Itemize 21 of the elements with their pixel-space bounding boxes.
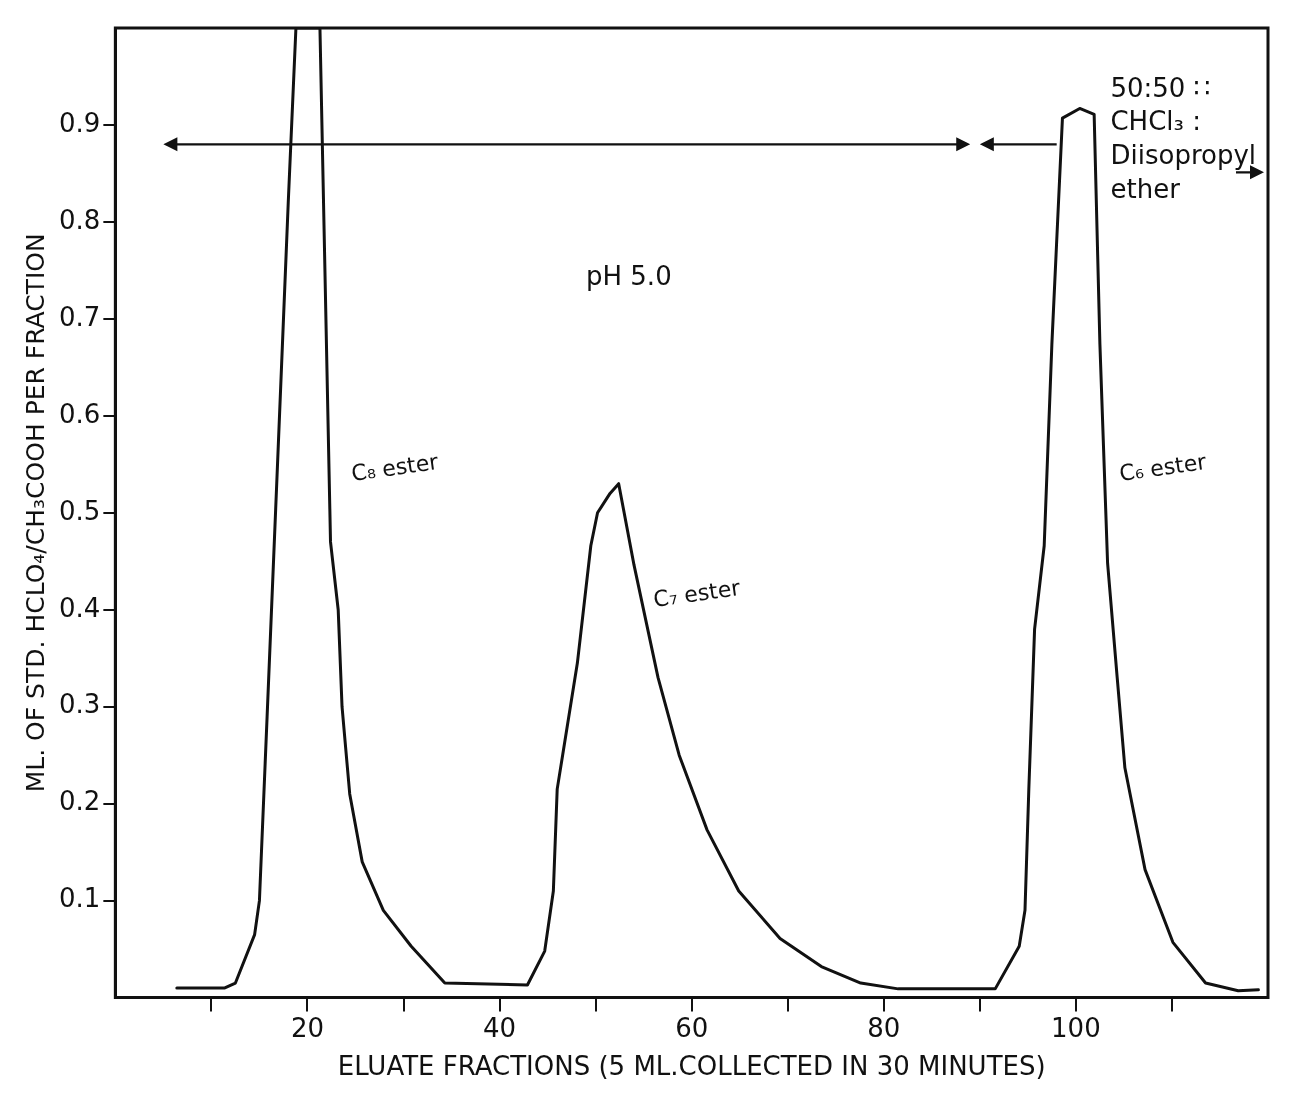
- annotation: C₇ ester: [651, 574, 742, 612]
- y-tick-label: 0.1: [58, 883, 101, 914]
- y-tick-label: 0.9: [58, 107, 101, 138]
- x-tick-label: 60: [675, 1012, 709, 1043]
- y-tick-label: 0.3: [58, 689, 101, 720]
- annotation: C₆ ester: [1117, 448, 1208, 486]
- annotation: C₈ ester: [349, 448, 440, 486]
- y-tick-label: 0.7: [58, 301, 101, 332]
- x-tick-label: 40: [483, 1012, 517, 1043]
- y-tick-label: 0.6: [58, 398, 101, 429]
- annotation: pH 5.0: [586, 260, 672, 291]
- annotation: 50:50 ∷ CHCl₃ : Diisopropyl ether: [1110, 71, 1257, 206]
- y-tick-label: 0.2: [58, 786, 101, 817]
- y-tick-label: 0.5: [58, 495, 101, 526]
- y-axis-title: ML. OF STD. HCLO₄/CH₃COOH PER FRACTION: [20, 233, 50, 793]
- x-tick-label: 20: [290, 1012, 324, 1043]
- y-tick-label: 0.4: [58, 592, 101, 623]
- x-tick-label: 100: [1051, 1012, 1101, 1043]
- y-tick-label: 0.8: [58, 204, 101, 235]
- x-tick-label: 80: [867, 1012, 901, 1043]
- x-axis-title: ELUATE FRACTIONS (5 ML.COLLECTED IN 30 MINUTES): [337, 1051, 1046, 1082]
